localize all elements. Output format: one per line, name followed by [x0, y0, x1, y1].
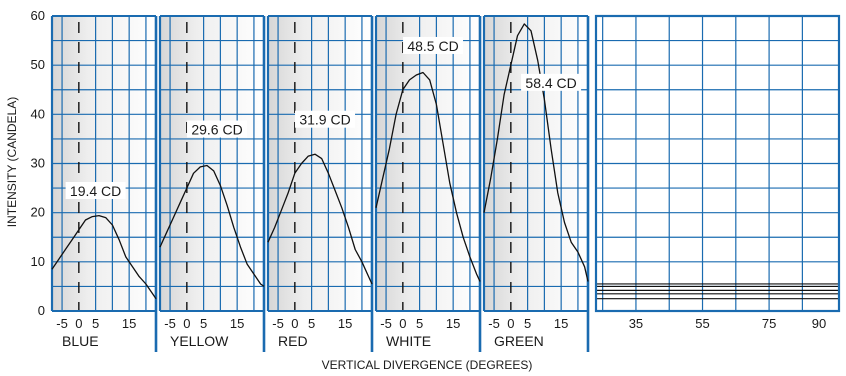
peak-label-background [295, 110, 356, 128]
peak-label: 48.5 CD [407, 38, 458, 54]
x-tick-label: 15 [122, 316, 136, 331]
panel-blue: 19.4 CD -5 0 5 15 BLUE [50, 15, 158, 352]
peak-label: 31.9 CD [299, 112, 350, 128]
x-tick-label: 5 [308, 316, 315, 331]
x-tick-label: -5 [488, 316, 500, 331]
x-tick-label: 5 [416, 316, 423, 331]
intensity-curve [159, 164, 265, 287]
y-axis-title: INTENSITY (CANDELA) [5, 97, 19, 227]
intensity-curve [267, 153, 373, 285]
panel-green: 58.4 CD -5 0 5 15 GREEN [482, 15, 590, 352]
x-tick-label: 55 [695, 316, 709, 331]
x-tick-label: 15 [230, 316, 244, 331]
category-label: YELLOW [170, 333, 229, 349]
x-tick-label: 0 [75, 316, 82, 331]
x-tick-label: 15 [554, 316, 568, 331]
x-tick-label: -5 [380, 316, 392, 331]
category-label: WHITE [386, 333, 431, 349]
peak-label-background [521, 73, 582, 91]
x-tick-label: 0 [399, 316, 406, 331]
category-label: RED [278, 333, 308, 349]
x-tick-label: 0 [291, 316, 298, 331]
tail-panel: 35 55 75 90 [594, 14, 841, 331]
peak-label: 29.6 CD [191, 122, 242, 138]
peak-label-background [187, 120, 248, 138]
x-tick-label: 15 [446, 316, 460, 331]
y-tick-label: 20 [31, 205, 45, 220]
category-label: GREEN [494, 333, 544, 349]
x-tick-label: 5 [524, 316, 531, 331]
y-axis: 0 10 20 30 40 50 60 [31, 8, 45, 318]
peak-label: 19.4 CD [70, 183, 121, 199]
tail-frame [594, 14, 841, 313]
x-axis-title: VERTICAL DIVERGENCE (DEGREES) [322, 358, 533, 372]
y-tick-label: 0 [38, 303, 45, 318]
x-tick-label: -5 [272, 316, 284, 331]
intensity-curve [51, 214, 157, 300]
category-label: BLUE [62, 333, 99, 349]
x-tick-label: 75 [762, 316, 776, 331]
x-tick-label: -5 [164, 316, 176, 331]
panel-white: 48.5 CD -5 0 5 15 WHITE [374, 15, 482, 352]
y-tick-label: 10 [31, 254, 45, 269]
panel-red: 31.9 CD -5 0 5 15 RED [266, 15, 374, 352]
x-tick-label: 90 [812, 316, 826, 331]
intensity-curve [375, 71, 481, 282]
peak-label-background [403, 36, 464, 54]
x-tick-label: 5 [92, 316, 99, 331]
y-tick-label: 30 [31, 156, 45, 171]
peak-label: 58.4 CD [525, 75, 576, 91]
y-tick-label: 40 [31, 106, 45, 121]
x-tick-label: 5 [200, 316, 207, 331]
x-tick-label: 15 [338, 316, 352, 331]
intensity-curve [483, 23, 589, 282]
y-tick-label: 50 [31, 57, 45, 72]
x-tick-label: 35 [629, 316, 643, 331]
peak-label-background [65, 182, 126, 199]
y-tick-label: 60 [31, 8, 45, 23]
x-tick-label: 0 [183, 316, 190, 331]
x-tick-label: -5 [56, 316, 68, 331]
x-tick-label: 0 [507, 316, 514, 331]
